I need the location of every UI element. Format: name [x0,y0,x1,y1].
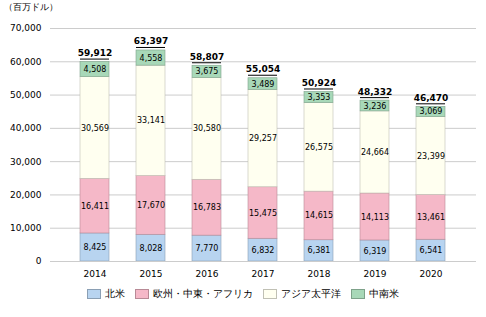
svg-text:46,470: 46,470 [414,93,449,103]
svg-text:50,000: 50,000 [10,90,42,100]
svg-text:6,832: 6,832 [252,246,275,255]
html-text:北米: 北米 [105,288,125,299]
svg-text:4,508: 4,508 [84,65,107,74]
svg-text:2016: 2016 [196,269,219,279]
svg-text:14,113: 14,113 [361,213,389,222]
svg-text:70,000: 70,000 [10,23,42,33]
svg-text:3,069: 3,069 [420,107,443,116]
svg-text:8,425: 8,425 [84,243,107,252]
html-text:アジア太平洋: アジア太平洋 [281,288,341,299]
svg-text:30,569: 30,569 [81,124,109,133]
svg-text:3,353: 3,353 [308,93,331,102]
svg-text:2014: 2014 [84,269,107,279]
svg-text:6,541: 6,541 [420,246,443,255]
svg-text:2019: 2019 [364,269,387,279]
svg-text:30,580: 30,580 [193,124,221,133]
svg-text:6,381: 6,381 [308,246,331,255]
svg-text:16,783: 16,783 [193,203,221,212]
svg-text:2017: 2017 [252,269,275,279]
svg-text:13,461: 13,461 [417,213,445,222]
svg-text:23,399: 23,399 [417,152,445,161]
svg-text:16,411: 16,411 [81,202,109,211]
svg-text:（百万ドル）: （百万ドル） [4,2,58,12]
html-text:中南米: 中南米 [369,288,399,299]
svg-text:10,000: 10,000 [10,223,42,233]
html-text:欧州・中東・アフリカ: 欧州・中東・アフリカ [153,288,253,299]
svg-text:40,000: 40,000 [10,123,42,133]
svg-text:2015: 2015 [140,269,163,279]
svg-text:29,257: 29,257 [249,134,277,143]
svg-text:24,664: 24,664 [361,148,389,157]
svg-text:4,558: 4,558 [140,54,163,63]
svg-text:55,054: 55,054 [246,64,281,74]
svg-text:59,912: 59,912 [78,48,113,58]
svg-text:14,615: 14,615 [305,211,333,220]
svg-text:15,475: 15,475 [249,209,277,218]
svg-text:2018: 2018 [308,269,331,279]
svg-text:60,000: 60,000 [10,57,42,67]
svg-text:26,575: 26,575 [305,143,333,152]
svg-text:3,236: 3,236 [364,102,387,111]
svg-text:3,675: 3,675 [196,67,219,76]
svg-text:33,141: 33,141 [137,116,165,125]
svg-text:48,332: 48,332 [358,87,393,97]
svg-text:30,000: 30,000 [10,157,42,167]
svg-text:7,770: 7,770 [196,244,219,253]
svg-text:8,028: 8,028 [140,244,163,253]
svg-text:50,924: 50,924 [302,78,337,88]
svg-text:17,670: 17,670 [137,201,165,210]
svg-text:3,489: 3,489 [252,80,275,89]
svg-text:20,000: 20,000 [10,190,42,200]
svg-text:0: 0 [36,256,42,266]
svg-text:2020: 2020 [420,269,443,279]
svg-text:6,319: 6,319 [364,247,387,256]
svg-text:58,807: 58,807 [190,52,225,62]
svg-text:63,397: 63,397 [134,36,169,46]
